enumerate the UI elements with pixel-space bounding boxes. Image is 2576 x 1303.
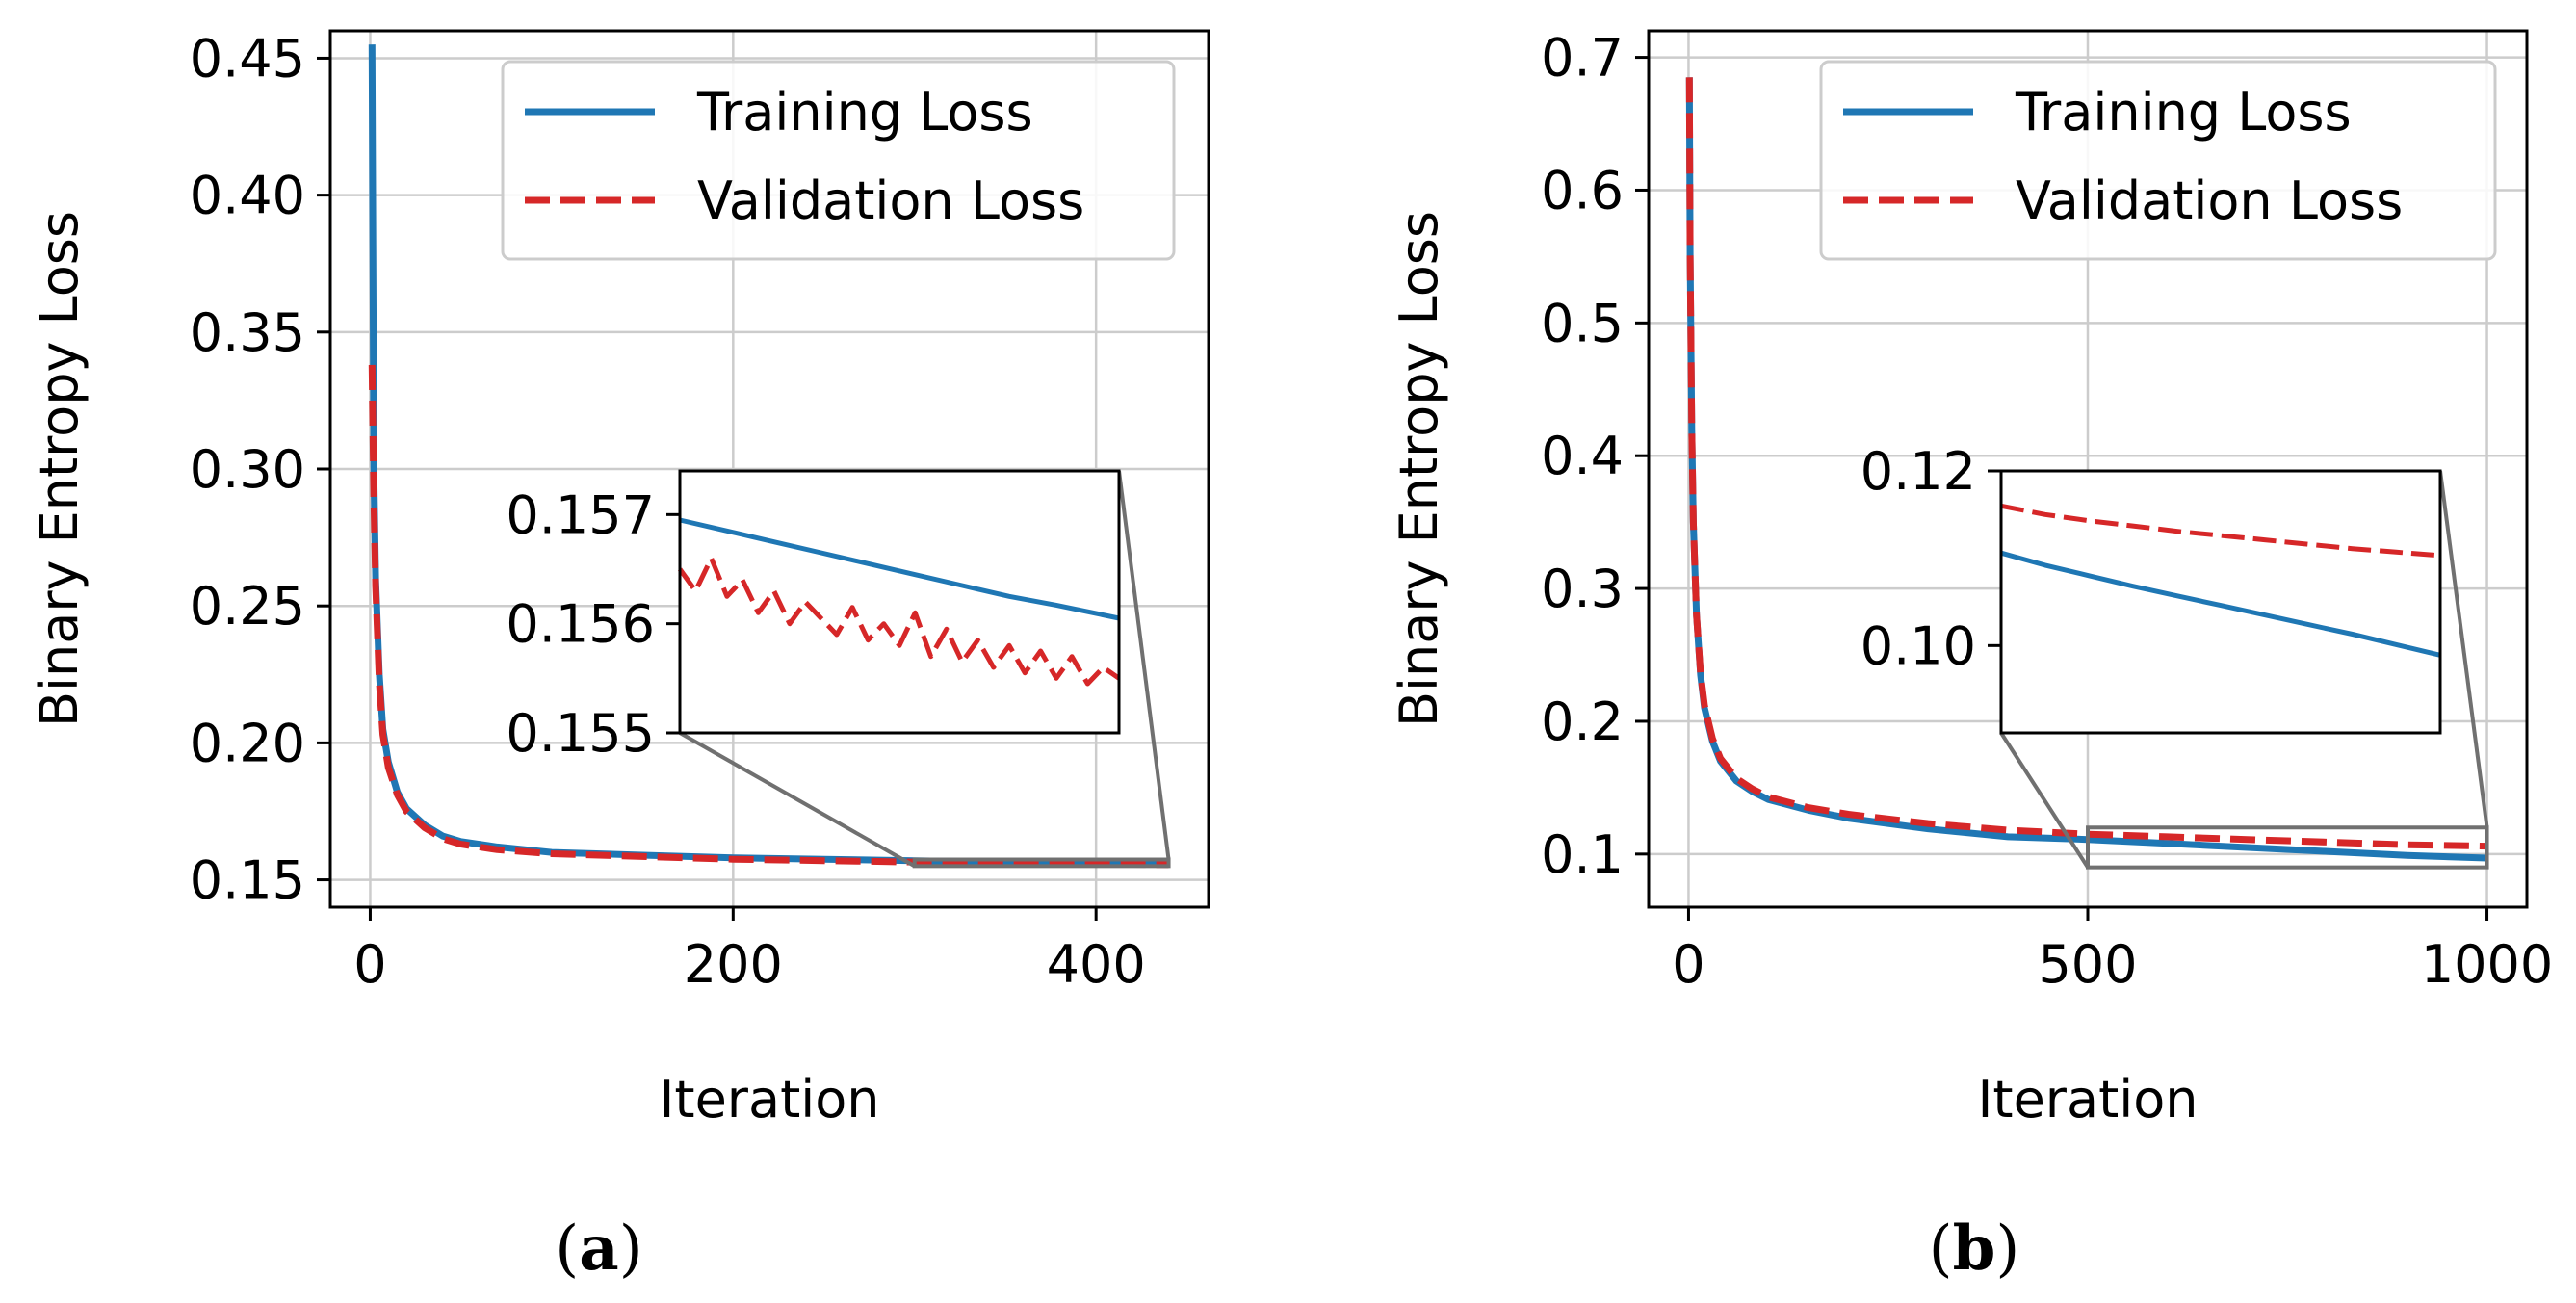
panel-a-zoom-connector-left <box>679 731 916 869</box>
panel-a-ytick-label-0: 0.15 <box>190 850 305 911</box>
panel-b-caption: (b) <box>1929 1212 2020 1285</box>
panel-b-ytick-label-0: 0.1 <box>1541 824 1624 885</box>
panel-a-xtick-label-2: 400 <box>1047 934 1146 995</box>
panel-b-inset-series-training-line <box>2000 550 2441 658</box>
panel-b-legend-label-validation: Validation Loss <box>2016 170 2403 231</box>
panel-a-zoom-connector-right <box>1117 470 1171 860</box>
panel-a-inset-background <box>680 471 1119 733</box>
panel-a-ytick-label-2: 0.25 <box>190 576 305 637</box>
panel-a-ticks: 0 200 400 0.15 0.20 0.25 0.30 0.35 0.40 0.45 <box>190 28 1146 995</box>
panel-b-inset-series-validation-line <box>2000 503 2441 559</box>
panel-a-inset-series <box>677 517 1121 687</box>
panel-a: 0 200 400 0.15 0.20 0.25 0.30 0.35 0.40 0.45 Iter… <box>29 28 1210 1285</box>
panel-a-series <box>368 44 1169 869</box>
panel-a-zoom-connectors <box>679 470 1171 869</box>
panel-a-legend[interactable]: Training Loss Validation Loss <box>501 60 1176 261</box>
panel-a-ylabel: Binary Entropy Loss <box>29 211 90 727</box>
panel-a-caption: (a) <box>555 1212 642 1285</box>
panel-b-ytick-label-2: 0.3 <box>1541 559 1624 619</box>
panel-a-inset-ytick-label-1: 0.156 <box>506 594 655 655</box>
panel-b-xtick-label-2: 1000 <box>2421 934 2553 995</box>
panel-a-legend-box <box>501 60 1176 261</box>
panel-b-inset-frame <box>1999 469 2442 735</box>
panel-b-inset: 0.10 0.12 <box>1860 441 2442 735</box>
panel-b-ytick-label-5: 0.6 <box>1541 160 1624 221</box>
panel-a-caption-letter: a <box>579 1212 618 1285</box>
panel-b-ytick-label-3: 0.4 <box>1541 426 1624 486</box>
panel-b-xlabel: Iteration <box>1977 1069 2198 1130</box>
panel-a-series-validation-line <box>368 364 1169 869</box>
panel-a-xlabel: Iteration <box>659 1069 879 1130</box>
panel-a-xtick-label-0: 0 <box>353 934 386 995</box>
panel-a-inset-ytick-label-0: 0.155 <box>506 703 655 764</box>
panel-b-ytick-label-4: 0.5 <box>1541 293 1624 353</box>
panel-a-zoom-region <box>912 857 1171 869</box>
panel-a-inset-series-validation-line <box>677 556 1121 687</box>
panel-b-legend-label-training: Training Loss <box>2015 82 2352 143</box>
panel-a-ytick-label-5: 0.40 <box>190 166 305 226</box>
panel-a-legend-label-validation: Validation Loss <box>697 170 1084 231</box>
panel-a-legend-label-training: Training Loss <box>696 82 1033 143</box>
panel-b-zoom-connector-left <box>1999 731 2090 869</box>
panel-a-inset-frame <box>678 469 1121 735</box>
panel-b-legend[interactable]: Training Loss Validation Loss <box>1819 60 2497 261</box>
panel-b-xtick-label-1: 500 <box>2038 934 2137 995</box>
panel-a-inset-series-training-line <box>679 517 1120 621</box>
panel-a-ytick-label-6: 0.45 <box>190 28 305 89</box>
panel-a-inset-ticks: 0.155 0.156 0.157 <box>506 484 680 764</box>
panel-a-inset-ytick-label-2: 0.157 <box>506 484 655 545</box>
panel-b-inset-series <box>2000 503 2441 658</box>
panel-a-ytick-label-1: 0.20 <box>190 713 305 773</box>
panel-b-ylabel: Binary Entropy Loss <box>1389 211 1449 727</box>
panel-b-series <box>1685 77 2487 862</box>
panel-b-inset-ytick-label-0: 0.10 <box>1860 615 1976 676</box>
panel-b-inset-background <box>2001 471 2440 733</box>
panel-b-ytick-label-6: 0.7 <box>1541 28 1624 89</box>
panel-b-zoom-connectors <box>1999 470 2489 870</box>
panel-a-ytick-label-4: 0.35 <box>190 302 305 363</box>
panel-a-xtick-label-1: 200 <box>684 934 783 995</box>
panel-b-zoom-connector-right <box>2438 470 2489 828</box>
panel-b-xtick-label-0: 0 <box>1672 934 1704 995</box>
panel-b-inset-ticks: 0.10 0.12 <box>1860 441 2001 676</box>
panel-b-zoom-region <box>2086 825 2489 870</box>
panel-b-ytick-label-1: 0.2 <box>1541 691 1624 752</box>
panel-a-ytick-label-3: 0.30 <box>190 439 305 500</box>
panel-b-series-training-line <box>1685 77 2487 862</box>
panel-a-inset: 0.155 0.156 0.157 <box>506 469 1121 764</box>
panel-b-inset-ytick-label-1: 0.12 <box>1860 441 1976 502</box>
panel-b-legend-box <box>1819 60 2497 261</box>
panel-b-series-validation-line <box>1685 77 2487 850</box>
panel-b-caption-letter: b <box>1953 1212 1996 1285</box>
panel-b-ticks: 0 500 1000 0.1 0.2 0.3 0.4 0.5 0.6 0.7 <box>1541 28 2553 995</box>
